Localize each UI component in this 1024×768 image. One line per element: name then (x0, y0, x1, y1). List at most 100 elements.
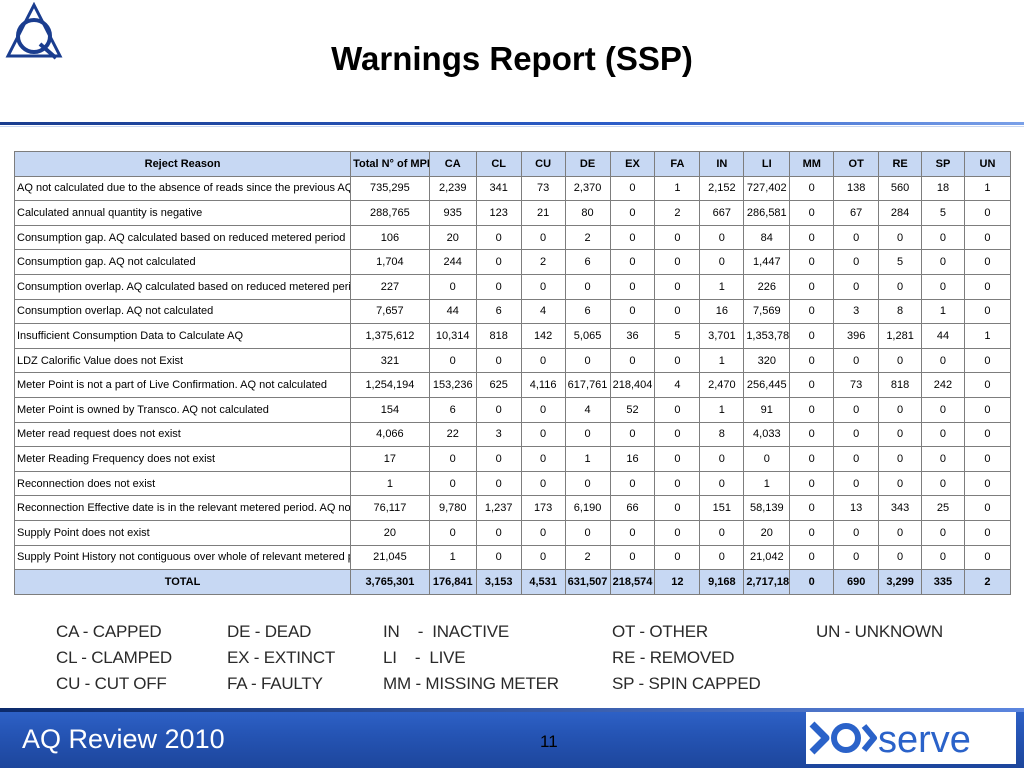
header-cu: CU (520, 151, 566, 177)
reject-reason-cell: Consumption gap. AQ not calculated (13, 249, 352, 275)
value-cell: 0 (833, 519, 880, 546)
value-cell: 0 (833, 470, 880, 497)
value-cell: 288,765 (350, 200, 430, 226)
value-cell: 343 (878, 495, 923, 521)
value-cell: 7,569 (743, 298, 791, 325)
header-de: DE (564, 151, 611, 177)
legend-item: MM - MISSING METER (383, 674, 559, 693)
reject-reason-cell: Consumption overlap. AQ calculated based… (13, 273, 352, 300)
title-divider-shadow (0, 126, 1024, 127)
total-cell: 2,717,189 (743, 569, 791, 595)
value-cell: 0 (699, 224, 745, 251)
value-cell: 3 (833, 298, 880, 325)
value-cell: 21 (520, 200, 566, 226)
value-cell: 153,236 (428, 372, 477, 398)
header-in: IN (699, 151, 745, 177)
value-cell: 1 (350, 470, 430, 497)
value-cell: 0 (609, 347, 656, 374)
value-cell: 0 (520, 224, 566, 251)
value-cell: 0 (654, 273, 701, 300)
value-cell: 0 (475, 224, 522, 251)
value-cell: 1 (921, 298, 965, 325)
value-cell: 8 (878, 298, 923, 325)
value-cell: 667 (699, 200, 745, 226)
value-cell: 21,045 (350, 544, 430, 571)
value-cell: 106 (350, 224, 430, 251)
value-cell: 0 (963, 495, 1012, 521)
legend-item: UN - UNKNOWN (816, 622, 943, 641)
value-cell: 0 (609, 519, 656, 546)
value-cell: 4,033 (743, 421, 791, 448)
value-cell: 0 (921, 396, 965, 423)
value-cell: 218,404 (609, 372, 656, 398)
value-cell: 0 (878, 421, 923, 448)
value-cell: 0 (833, 421, 880, 448)
table-row: Supply Point History not contiguous over… (13, 544, 1012, 571)
value-cell: 0 (699, 249, 745, 275)
value-cell: 0 (878, 396, 923, 423)
value-cell: 1,704 (350, 249, 430, 275)
title-divider (0, 122, 1024, 125)
header-sp: SP (921, 151, 965, 177)
total-cell: 3,765,301 (350, 569, 430, 595)
total-cell: 9,168 (699, 569, 745, 595)
reject-reason-cell: Meter read request does not exist (13, 421, 352, 448)
value-cell: 617,761 (564, 372, 611, 398)
reject-reason-cell: LDZ Calorific Value does not Exist (13, 347, 352, 374)
aq-logo-icon (5, 2, 63, 60)
value-cell: 0 (609, 175, 656, 202)
value-cell: 16 (699, 298, 745, 325)
value-cell: 0 (833, 544, 880, 571)
value-cell: 0 (520, 544, 566, 571)
value-cell: 625 (475, 372, 522, 398)
reject-reason-cell: Supply Point History not contiguous over… (13, 544, 352, 571)
value-cell: 44 (428, 298, 477, 325)
value-cell: 0 (921, 273, 965, 300)
value-cell: 0 (833, 224, 880, 251)
table-row: Insufficient Consumption Data to Calcula… (13, 323, 1012, 349)
value-cell: 0 (428, 347, 477, 374)
value-cell: 0 (564, 519, 611, 546)
value-cell: 4 (520, 298, 566, 325)
value-cell: 0 (963, 200, 1012, 226)
value-cell: 0 (475, 396, 522, 423)
value-cell: 1 (564, 446, 611, 472)
value-cell: 0 (789, 249, 835, 275)
value-cell: 0 (654, 519, 701, 546)
value-cell: 2 (654, 200, 701, 226)
value-cell: 73 (520, 175, 566, 202)
value-cell: 0 (520, 519, 566, 546)
legend-item: SP - SPIN CAPPED (612, 674, 761, 693)
value-cell: 0 (475, 446, 522, 472)
value-cell: 0 (921, 519, 965, 546)
value-cell: 0 (963, 396, 1012, 423)
value-cell: 0 (963, 446, 1012, 472)
value-cell: 4,116 (520, 372, 566, 398)
header-ca: CA (428, 151, 477, 177)
value-cell: 0 (520, 470, 566, 497)
legend-column-2: DE - DEAD EX - EXTINCT FA - FAULTY (227, 619, 335, 697)
value-cell: 91 (743, 396, 791, 423)
value-cell: 0 (564, 470, 611, 497)
value-cell: 52 (609, 396, 656, 423)
value-cell: 0 (963, 298, 1012, 325)
value-cell: 2,470 (699, 372, 745, 398)
legend-item: FA - FAULTY (227, 674, 323, 693)
value-cell: 0 (963, 249, 1012, 275)
value-cell: 1,353,789 (743, 323, 791, 349)
value-cell: 0 (609, 544, 656, 571)
value-cell: 2,370 (564, 175, 611, 202)
value-cell: 0 (963, 470, 1012, 497)
total-cell: 12 (654, 569, 701, 595)
value-cell: 0 (609, 200, 656, 226)
reject-reason-cell: Insufficient Consumption Data to Calcula… (13, 323, 352, 349)
legend-column-5: UN - UNKNOWN (816, 619, 943, 645)
value-cell: 3,701 (699, 323, 745, 349)
value-cell: 818 (878, 372, 923, 398)
value-cell: 8 (699, 421, 745, 448)
value-cell: 0 (833, 273, 880, 300)
value-cell: 20 (743, 519, 791, 546)
value-cell: 73 (833, 372, 880, 398)
value-cell: 935 (428, 200, 477, 226)
